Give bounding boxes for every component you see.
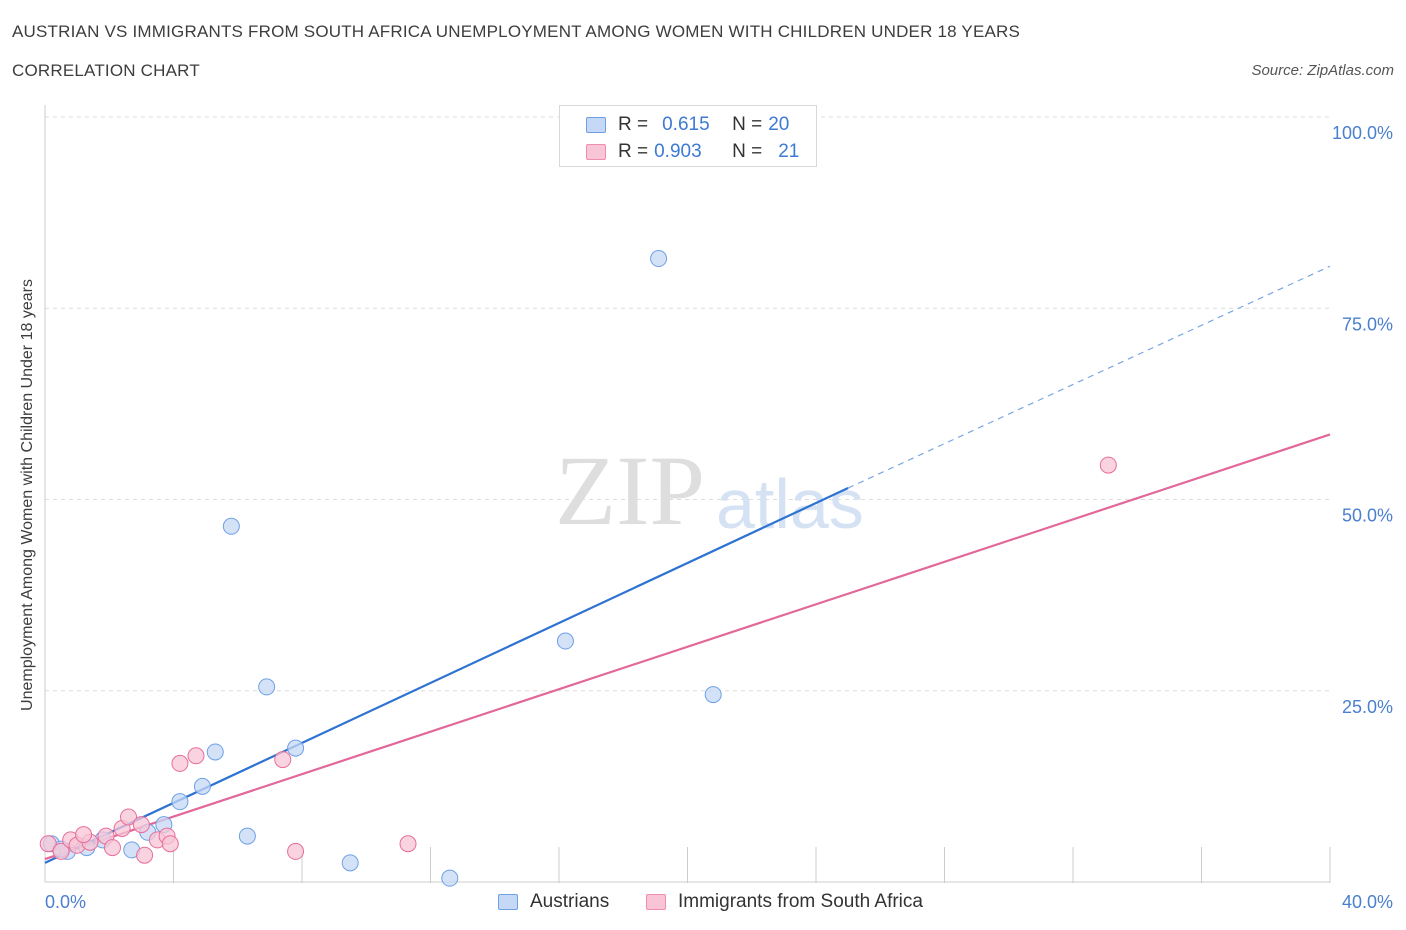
n-value: 21	[778, 141, 800, 162]
south-africa-legend-swatch	[646, 894, 666, 910]
south-africa-point	[399, 835, 417, 853]
watermark: ZIP atlas	[555, 435, 864, 546]
austrians-point	[341, 854, 359, 872]
grid-lines	[45, 116, 1330, 692]
south-africa-legend-label: Immigrants from South Africa	[678, 891, 923, 912]
austrians-legend-swatch	[498, 894, 518, 910]
south-africa-point	[103, 839, 121, 857]
watermark-atlas: atlas	[716, 465, 864, 543]
y-tick-label: 25.0%	[1342, 697, 1393, 717]
austrians-point	[193, 777, 211, 795]
austrians-point	[650, 250, 668, 268]
south-africa-point	[161, 835, 179, 853]
austrians-point	[287, 739, 305, 757]
chart-subtitle: CORRELATION CHART	[12, 61, 200, 80]
austrians-trend-line	[44, 487, 849, 864]
south-africa-point	[136, 846, 154, 864]
south-africa-point	[171, 754, 189, 772]
south-africa-point	[1099, 456, 1117, 474]
austrians-point	[206, 743, 224, 761]
series-legend-south-africa[interactable]: Immigrants from South Africa	[646, 888, 923, 916]
austrians-point	[238, 827, 256, 845]
legend-row-austrians: R = 0.615 N = 20	[586, 113, 789, 137]
y-tick-label: 50.0%	[1342, 506, 1393, 526]
x-tick-label: 40.0%	[1342, 892, 1393, 912]
austrians-point	[258, 678, 276, 696]
south-africa-point	[120, 808, 138, 826]
axes	[44, 105, 1331, 883]
south-africa-point	[287, 842, 305, 860]
data-points	[39, 250, 1117, 887]
austrians-legend-label: Austrians	[530, 891, 610, 912]
chart-title: AUSTRIAN VS IMMIGRANTS FROM SOUTH AFRICA…	[12, 22, 1021, 41]
legend-row-south-africa: R = 0.903 N = 21	[586, 140, 799, 164]
south-africa-point	[75, 826, 93, 844]
south-africa-swatch	[586, 144, 606, 160]
series-legend-austrians[interactable]: Austrians	[498, 888, 609, 916]
south-africa-point	[52, 842, 70, 860]
austrians-point	[556, 632, 574, 650]
source-label: Source: ZipAtlas.com	[1251, 62, 1394, 79]
r-value: 0.903	[654, 141, 702, 162]
x-tick-label: 0.0%	[45, 892, 86, 912]
austrians-point	[704, 686, 722, 704]
correlation-legend: R = 0.615 N = 20 R = 0.903 N = 21	[559, 105, 817, 167]
y-tick-label: 75.0%	[1342, 314, 1393, 334]
r-label: R =	[618, 114, 649, 135]
south-africa-point	[132, 816, 150, 834]
r-value: 0.615	[662, 114, 710, 135]
tick-labels: 100.0% 75.0% 50.0% 25.0% 0.0% 40.0%	[45, 123, 1393, 912]
austrians-swatch	[586, 117, 606, 133]
south-africa-point	[39, 835, 57, 853]
austrians-point	[441, 869, 459, 887]
watermark-zip: ZIP	[555, 435, 705, 546]
austrians-point	[171, 793, 189, 811]
south-africa-trend-line	[44, 433, 1331, 861]
austrians-point	[222, 517, 240, 535]
south-africa-point	[274, 751, 292, 769]
south-africa-point	[187, 747, 205, 765]
y-tick-label: 100.0%	[1332, 123, 1393, 143]
n-label: N =	[732, 141, 763, 162]
n-label: N =	[732, 114, 763, 135]
trend-lines	[44, 265, 1331, 864]
austrians-trend-extension	[847, 265, 1331, 489]
n-value: 20	[768, 114, 790, 135]
r-label: R =	[618, 141, 649, 162]
